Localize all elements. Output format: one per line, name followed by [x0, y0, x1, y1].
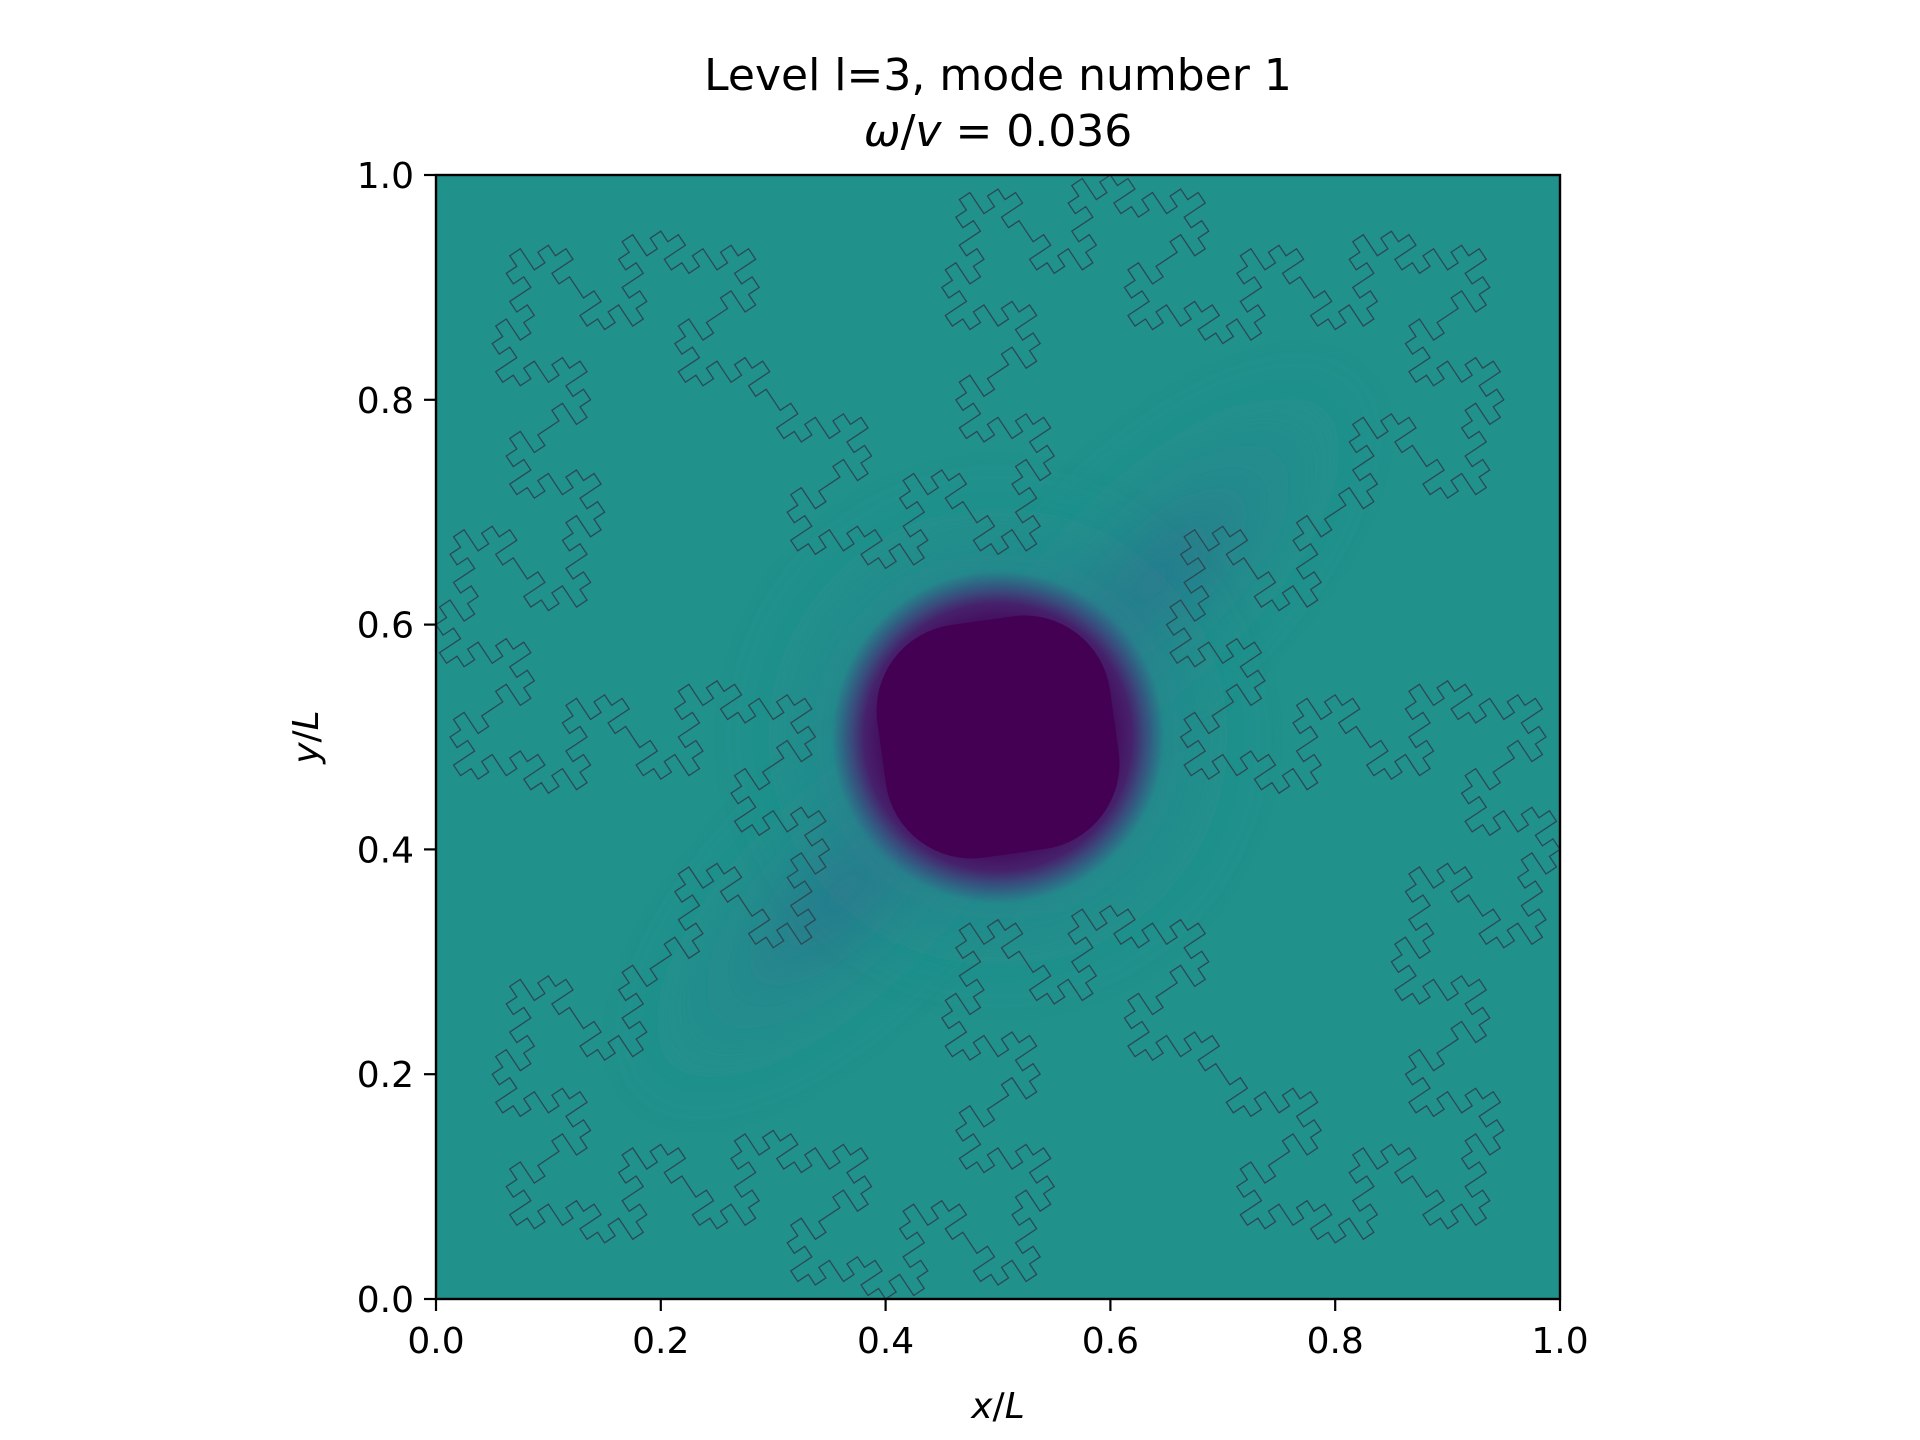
y-tick-label: 0.6 [357, 606, 414, 647]
x-tick-label: 1.0 [1531, 1321, 1588, 1362]
plot-area [436, 175, 1560, 1299]
x-axis: 0.0 0.2 0.4 0.6 0.8 1.0 [407, 1299, 1589, 1362]
frequency-value: = 0.036 [941, 106, 1132, 157]
y-axis-label: y/L [286, 710, 327, 765]
y-tick-label: 0.4 [357, 830, 414, 871]
x-tick-label: 0.0 [407, 1321, 464, 1362]
subtitle-slash: / [901, 106, 916, 157]
velocity-symbol: v [915, 106, 942, 157]
x-label-slash: / [993, 1386, 1006, 1427]
chart-subtitle: ω/v = 0.036 [864, 106, 1133, 157]
y-axis: 0.0 0.2 0.4 0.6 0.8 1.0 [357, 156, 436, 1321]
x-tick-label: 0.2 [632, 1321, 689, 1362]
fractal-boundary [436, 175, 1560, 1299]
x-label-var: x [970, 1386, 993, 1427]
axes-frame [434, 173, 1562, 1301]
y-tick-label: 0.8 [357, 381, 414, 422]
y-label-var: y [286, 742, 327, 765]
x-axis-label: x/L [970, 1386, 1025, 1427]
x-tick-label: 0.6 [1082, 1321, 1139, 1362]
chart-title: Level l=3, mode number 1 [704, 50, 1292, 101]
omega-symbol: ω [864, 106, 901, 157]
mode-core-solid [876, 615, 1120, 859]
y-tick-label: 0.2 [357, 1055, 414, 1096]
x-tick-label: 0.8 [1307, 1321, 1364, 1362]
x-label-length: L [1005, 1386, 1025, 1427]
y-label-slash: / [286, 729, 327, 742]
y-tick-label: 1.0 [357, 156, 414, 197]
x-tick-label: 0.4 [857, 1321, 914, 1362]
y-tick-label: 0.0 [357, 1280, 414, 1321]
y-label-length: L [286, 710, 327, 730]
